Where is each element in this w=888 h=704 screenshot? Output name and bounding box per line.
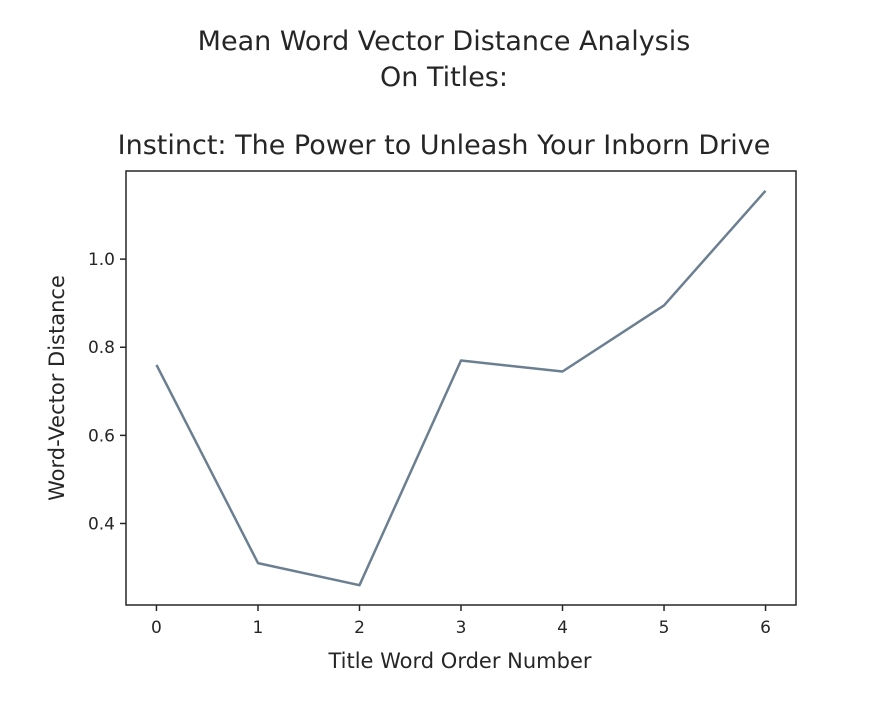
chart-subtitle: Instinct: The Power to Unleash Your Inbo…: [117, 130, 771, 161]
x-axis-label: Title Word Order Number: [327, 649, 591, 673]
y-tick-label: 0.6: [88, 426, 115, 446]
y-axis: 0.4 0.6 0.8 1.0: [88, 250, 126, 534]
x-tick-label: 6: [760, 618, 771, 638]
y-tick-label: 1.0: [88, 250, 115, 270]
x-tick-label: 2: [354, 618, 365, 638]
y-tick-label: 0.4: [88, 514, 115, 534]
chart-title-line-1: Mean Word Vector Distance Analysis: [197, 26, 691, 57]
chart-title-line-2: On Titles:: [380, 62, 508, 93]
x-tick-label: 0: [151, 618, 162, 638]
x-tick-label: 1: [253, 618, 264, 638]
x-axis: 0 1 2 3 4 5 6: [151, 605, 771, 638]
series-line: [155, 189, 767, 587]
x-tick-label: 5: [659, 618, 670, 638]
y-tick-label: 0.8: [88, 338, 115, 358]
x-tick-label: 4: [557, 618, 568, 638]
plot-area-frame: [125, 170, 797, 606]
y-axis-label: Word-Vector Distance: [45, 275, 69, 501]
x-tick-label: 3: [456, 618, 467, 638]
